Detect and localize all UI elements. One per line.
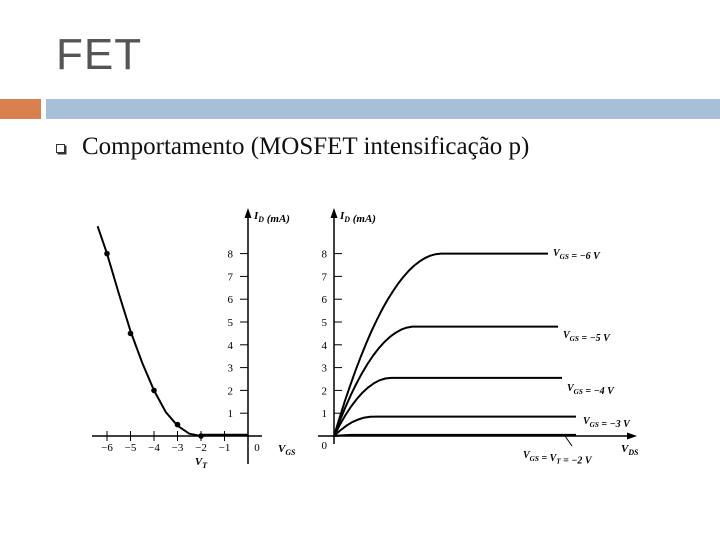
output-y-tick-label: 1 [322, 408, 328, 420]
output-y-tick-label: 4 [322, 340, 328, 352]
transfer-x-axis-label: VGS [278, 443, 296, 457]
transfer-y-tick-label: 6 [228, 294, 234, 306]
transfer-data-point [151, 387, 157, 394]
transfer-data-point [104, 250, 110, 257]
output-curve [333, 415, 576, 437]
output-curve [333, 252, 548, 437]
slide-title: FET [56, 30, 143, 79]
accent-bar-blue [46, 99, 720, 119]
transfer-y-tick-label: 7 [228, 271, 234, 283]
output-y-tick-label: 7 [322, 271, 328, 283]
output-origin-label: 0 [322, 440, 328, 452]
transfer-y-tick-label: 3 [228, 363, 234, 375]
transfer-y-arrow-icon [244, 208, 252, 218]
output-y-axis-label: ID (mA) [339, 210, 376, 225]
output-curve [333, 376, 562, 437]
transfer-y-tick-label: 1 [228, 408, 234, 420]
transfer-data-point [127, 330, 134, 337]
output-curve [333, 433, 576, 437]
transfer-x-tick-label: −2 [195, 442, 207, 454]
output-curve-label: VGS = −4 V [567, 383, 615, 397]
output-curve-label: VGS = −6 V [553, 248, 601, 262]
transfer-x-tick-label: −1 [219, 442, 231, 454]
transfer-data-point [198, 433, 204, 439]
threshold-voltage-label: VT [195, 456, 208, 470]
transfer-x-tick-label: −6 [101, 442, 113, 454]
transfer-x-tick-label: −5 [125, 442, 137, 454]
transfer-x-tick-label: 0 [254, 442, 260, 454]
transfer-data-point [174, 421, 181, 428]
output-y-tick-label: 6 [322, 294, 328, 306]
vt-leader-line [564, 435, 573, 447]
output-curve-label: VGS = −5 V [563, 330, 611, 344]
transfer-y-tick-label: 2 [228, 385, 234, 397]
transfer-y-tick-label: 5 [228, 317, 234, 329]
transfer-y-tick-label: 8 [228, 249, 234, 261]
output-x-arrow-icon [627, 432, 637, 440]
output-y-tick-label: 2 [322, 385, 328, 397]
output-curve-label: VGS = VT = −2 V [523, 450, 593, 467]
transfer-curve [96, 225, 202, 437]
transfer-x-tick-label: −4 [148, 442, 160, 454]
output-curve [333, 325, 558, 437]
bullet-square-icon [56, 144, 65, 153]
transfer-x-tick-label: −3 [172, 442, 184, 454]
output-y-tick-label: 5 [322, 317, 328, 329]
bullet-text: Comportamento (MOSFET intensificação p) [82, 133, 530, 160]
transfer-y-axis-label: ID (mA) [253, 210, 290, 225]
output-y-tick-label: 3 [322, 363, 328, 375]
output-y-tick-label: 8 [322, 249, 328, 261]
output-x-axis-label: VDS [621, 443, 639, 457]
transfer-y-tick-label: 4 [228, 340, 234, 352]
output-y-arrow-icon [330, 208, 338, 218]
accent-bar-orange [0, 99, 41, 119]
output-curve-label: VGS = −3 V [583, 416, 631, 430]
